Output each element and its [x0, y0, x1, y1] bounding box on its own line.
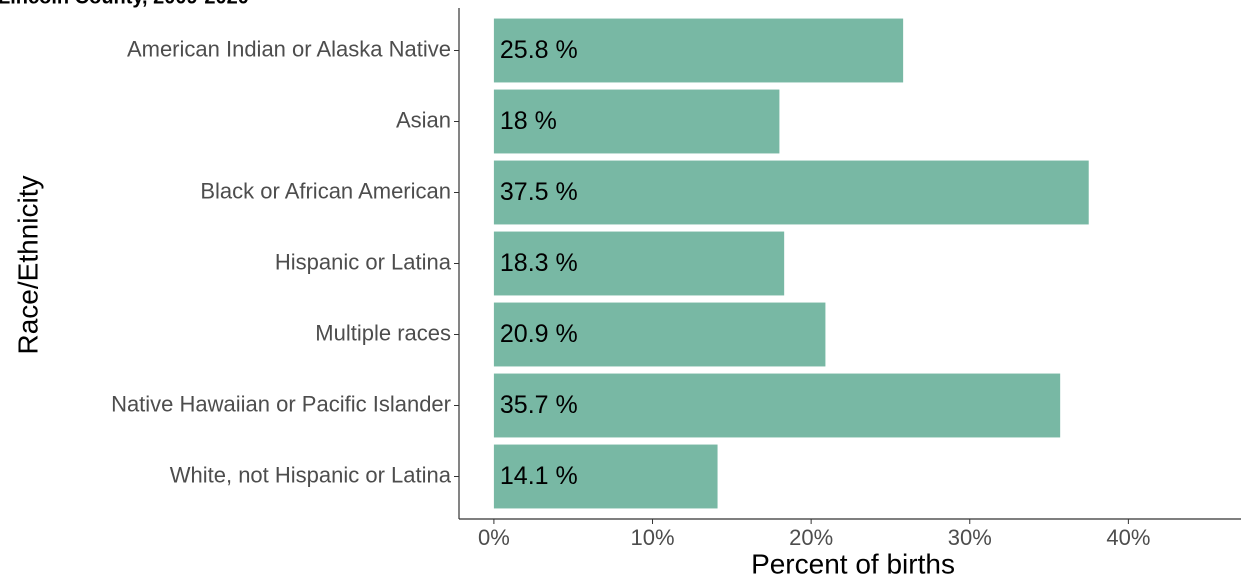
y-tick-label: American Indian or Alaska Native — [127, 36, 451, 61]
bar — [493, 231, 785, 296]
y-tick-label: Asian — [396, 107, 451, 132]
y-tick-label: White, not Hispanic or Latina — [170, 462, 452, 487]
y-tick-label: Native Hawaiian or Pacific Islander — [111, 391, 451, 416]
y-tick-label: Black or African American — [200, 178, 451, 203]
y-tick-label: Multiple races — [315, 320, 451, 345]
bar — [493, 302, 826, 367]
value-label: 18.3 % — [500, 249, 578, 277]
bar — [493, 373, 1061, 438]
chart-title: Lincoln County, 2009-2020 — [0, 0, 249, 8]
value-label: 37.5 % — [500, 178, 578, 206]
value-label: 25.8 % — [500, 36, 578, 64]
x-tick-label: 40% — [1106, 525, 1150, 550]
value-label: 35.7 % — [500, 391, 578, 419]
bar — [493, 18, 904, 83]
bar — [493, 160, 1089, 225]
x-tick-label: 30% — [948, 525, 992, 550]
x-tick-label: 10% — [630, 525, 674, 550]
x-tick-label: 20% — [789, 525, 833, 550]
bar — [493, 89, 780, 154]
value-label: 18 % — [500, 107, 557, 135]
bar — [493, 444, 718, 509]
value-label: 20.9 % — [500, 320, 578, 348]
y-axis-title: Race/Ethnicity — [12, 176, 43, 355]
y-tick-label: Hispanic or Latina — [275, 249, 452, 274]
x-axis-title: Percent of births — [751, 548, 955, 579]
value-label: 14.1 % — [500, 462, 578, 490]
x-tick-label: 0% — [478, 525, 510, 550]
